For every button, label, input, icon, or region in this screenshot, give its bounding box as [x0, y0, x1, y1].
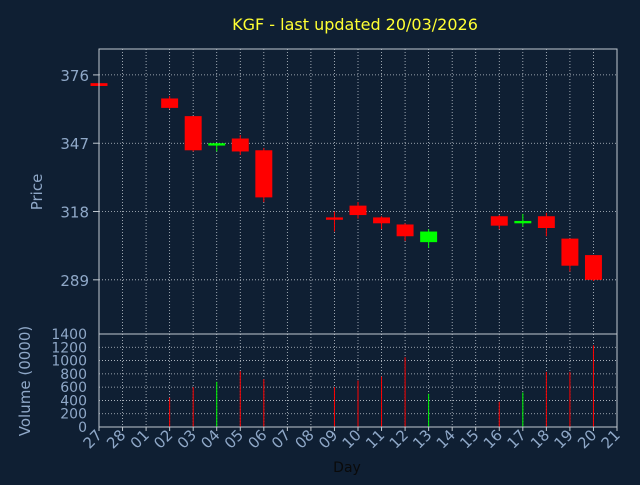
- x-axis-label: Day: [333, 460, 361, 476]
- volume-tick-label: 0: [78, 420, 87, 436]
- price-tick-label: 347: [60, 135, 89, 153]
- volume-tick-label: 800: [60, 367, 87, 383]
- price-panel: 289 318 347 376: [60, 48, 618, 335]
- candle-body: [537, 216, 555, 229]
- candle-body: [373, 217, 391, 224]
- candle-body: [161, 98, 179, 108]
- volume-tick-label: 1000: [51, 354, 87, 370]
- candle-body: [514, 220, 532, 224]
- chart-title: KGF - last updated 20/03/2026: [232, 15, 478, 34]
- candle-body: [420, 231, 438, 243]
- volume-tick-label: 400: [60, 393, 87, 409]
- volume-tick-label: 1400: [51, 327, 87, 343]
- candle-body: [396, 224, 414, 237]
- volume-tick-label: 1200: [51, 340, 87, 356]
- candle-body: [184, 116, 202, 151]
- volume-axis-label: Volume (0000): [16, 326, 34, 436]
- volume-tick-label: 200: [60, 407, 87, 423]
- candle-body: [231, 138, 249, 152]
- candle-body: [255, 150, 273, 198]
- price-axis-label: Price: [28, 174, 46, 211]
- price-tick-label: 318: [60, 204, 89, 222]
- candle-body: [561, 238, 579, 266]
- candle-body: [490, 216, 508, 226]
- candle-body: [349, 205, 367, 216]
- price-tick-label: 376: [60, 67, 89, 85]
- price-tick-label: 289: [60, 272, 89, 290]
- candle-body: [208, 143, 226, 146]
- volume-tick-label: 600: [60, 380, 87, 396]
- candle-body: [325, 217, 343, 220]
- candle-body: [584, 255, 602, 280]
